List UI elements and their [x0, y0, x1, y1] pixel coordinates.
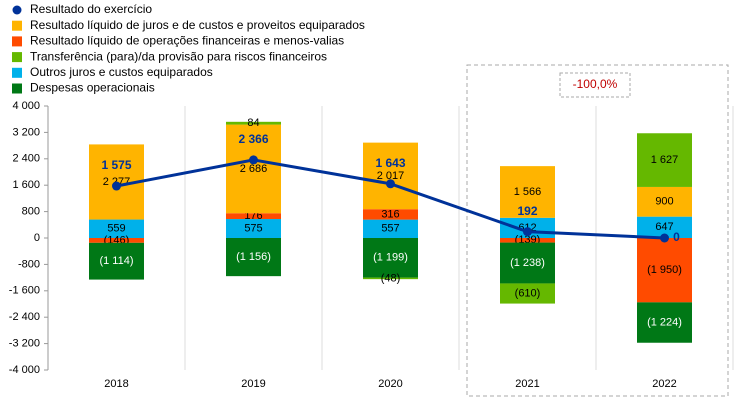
legend-marker	[12, 52, 22, 63]
line-marker	[660, 233, 669, 243]
bar-segment	[500, 238, 555, 243]
bar-segment	[226, 238, 281, 277]
line-label: 0	[673, 230, 680, 244]
bar-segment	[363, 142, 418, 210]
bar-segment	[89, 238, 144, 243]
data-label: (610)	[515, 287, 541, 299]
bar-segment	[637, 133, 692, 187]
data-label: 575	[244, 222, 262, 234]
legend-marker	[12, 36, 22, 47]
line-label: 192	[517, 204, 537, 218]
legend-label: Transferência (para)/da provisão para ri…	[30, 49, 327, 63]
y-tick-label: -3 200	[9, 338, 40, 350]
data-label: 1 566	[514, 186, 542, 198]
legend-label: Despesas operacionais	[30, 81, 155, 95]
y-tick-label: -2 400	[9, 311, 40, 323]
annotation-box	[559, 72, 631, 98]
bar-segment	[500, 242, 555, 284]
y-tick-label: 3 200	[12, 126, 40, 138]
data-label: (1 224)	[647, 316, 682, 328]
x-tick-label: 2019	[241, 378, 265, 390]
bar-segment	[637, 302, 692, 343]
bar-segment	[89, 219, 144, 238]
legend-marker	[12, 67, 22, 78]
bar-segment	[363, 219, 418, 238]
bar-segment	[637, 238, 692, 303]
line-marker	[386, 179, 395, 189]
data-label: 647	[655, 221, 673, 233]
y-tick-label: 4 000	[12, 100, 40, 112]
legend-label: Resultado líquido de operações financeir…	[30, 34, 344, 48]
data-label: (48)	[381, 272, 401, 284]
data-label: (1 950)	[647, 264, 682, 276]
data-label: (1 114)	[99, 255, 133, 267]
data-label: (1 156)	[236, 251, 271, 263]
data-label: 84	[247, 117, 259, 129]
data-label: 2 686	[240, 163, 268, 175]
bar-segment	[500, 166, 555, 218]
annotation: -100,0%	[573, 77, 618, 91]
y-tick-label: 0	[34, 232, 40, 244]
y-tick-label: 2 400	[12, 153, 40, 165]
bar-segment	[226, 219, 281, 238]
line-label: 1 575	[101, 158, 131, 172]
x-tick-label: 2020	[378, 378, 402, 390]
y-tick-label: -4 000	[9, 364, 40, 376]
data-label: 900	[655, 196, 673, 208]
legend-marker	[12, 20, 22, 31]
legend-label: Resultado líquido de juros e de custos e…	[30, 18, 365, 32]
legend-label: Resultado do exercício	[30, 2, 152, 16]
bar-segment	[363, 277, 418, 280]
legend-label: Outros juros e custos equiparados	[30, 65, 213, 79]
line-marker	[249, 155, 258, 165]
data-label: (1 238)	[510, 257, 545, 269]
line-label: 1 643	[375, 156, 405, 170]
x-tick-label: 2018	[104, 378, 128, 390]
x-tick-label: 2021	[515, 378, 539, 390]
data-label: 559	[107, 223, 125, 235]
bar-segment	[637, 216, 692, 238]
bar-segment	[363, 209, 418, 220]
data-label: (1 199)	[373, 252, 408, 264]
bar-segment	[637, 186, 692, 217]
y-tick-label: 1 600	[12, 179, 40, 191]
legend-marker	[12, 83, 22, 94]
data-label: 557	[381, 223, 399, 235]
data-label: 316	[381, 208, 399, 220]
bar-segment	[500, 283, 555, 304]
legend-marker	[12, 5, 22, 15]
line-marker	[523, 227, 532, 237]
bar-segment	[363, 238, 418, 278]
bar-segment	[226, 121, 281, 125]
line-marker	[112, 181, 121, 191]
highlight-box	[466, 64, 729, 397]
x-tick-label: 2022	[652, 378, 676, 390]
y-tick-label: -1 600	[9, 285, 40, 297]
data-label: 1 627	[651, 154, 679, 166]
y-tick-label: -800	[18, 258, 40, 270]
bar-segment	[89, 242, 144, 280]
line-label: 2 366	[238, 132, 268, 146]
bar-segment	[226, 213, 281, 220]
y-tick-label: 800	[22, 206, 40, 218]
data-label: 2 017	[377, 170, 405, 182]
bar-segment	[226, 124, 281, 214]
